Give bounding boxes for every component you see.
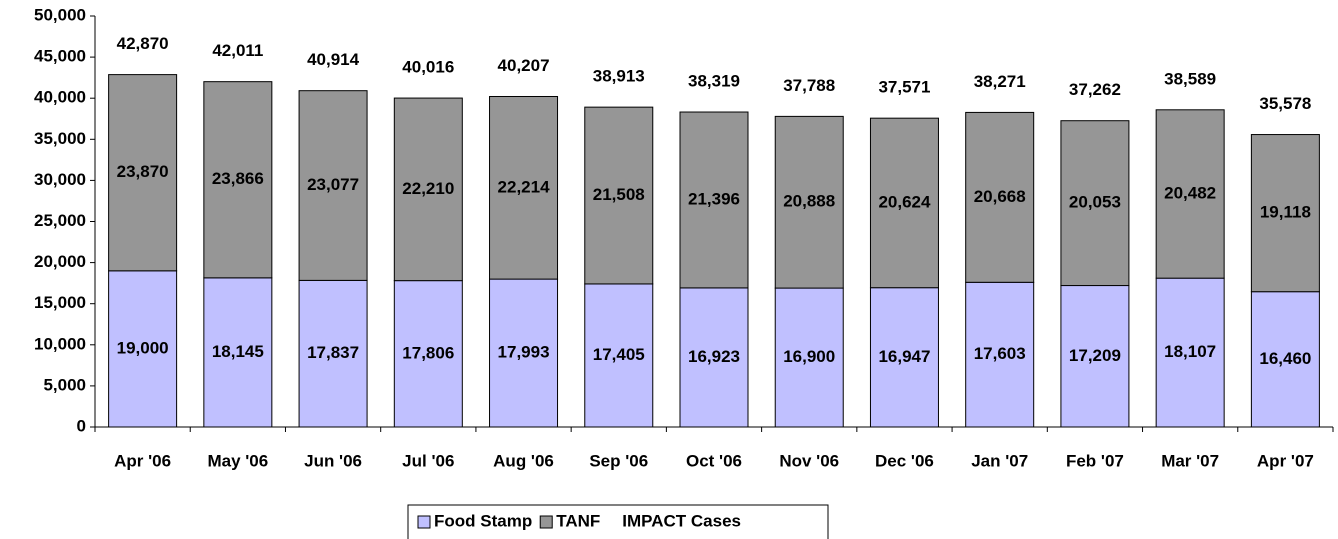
x-tick-label: Apr '07: [1257, 451, 1314, 470]
value-label: 19,000: [117, 338, 169, 357]
y-tick-label: 25,000: [34, 211, 86, 230]
x-tick-label: Dec '06: [875, 451, 934, 470]
x-tick-label: Jun '06: [304, 451, 362, 470]
value-label: 20,053: [1069, 193, 1121, 212]
x-tick-label: Apr '06: [114, 451, 171, 470]
y-tick-label: 10,000: [34, 334, 86, 353]
bar-segment: [108, 270, 178, 428]
x-tick-label: Feb '07: [1066, 451, 1124, 470]
value-label: 18,107: [1164, 342, 1216, 361]
y-tick-label: 35,000: [34, 129, 86, 148]
legend-box: [407, 504, 829, 539]
bar-segment: [298, 279, 368, 428]
value-label: 20,482: [1164, 183, 1216, 202]
x-tick-label: Jul '06: [402, 451, 454, 470]
y-tick-label: 20,000: [34, 252, 86, 271]
bar-segment: [108, 74, 178, 272]
value-label: 21,396: [688, 189, 740, 208]
value-label: 17,993: [498, 343, 550, 362]
bar-segment: [1155, 109, 1225, 279]
y-tick-label: 5,000: [43, 375, 86, 394]
value-label: 22,214: [498, 177, 551, 196]
bar-segment: [489, 278, 559, 428]
y-tick-label: 45,000: [34, 47, 86, 66]
bar-segment: [489, 95, 559, 280]
bar-segment: [965, 281, 1035, 428]
bar-segment: [965, 111, 1035, 283]
value-label: 20,668: [974, 187, 1026, 206]
value-label: 23,866: [212, 169, 264, 188]
value-label: 16,460: [1259, 349, 1311, 368]
bar-segment: [203, 81, 273, 279]
value-label: 19,118: [1260, 203, 1311, 222]
value-label: 23,077: [307, 175, 359, 194]
legend-swatch: [417, 515, 431, 529]
value-label: 21,508: [593, 185, 645, 204]
y-tick-label: 40,000: [34, 88, 86, 107]
value-label: 16,923: [688, 347, 740, 366]
total-label: 38,271: [974, 72, 1026, 91]
total-label: 40,016: [402, 58, 454, 77]
value-label: 20,888: [783, 192, 835, 211]
bar-segment: [584, 106, 654, 285]
bar-segment: [869, 287, 939, 428]
value-label: 17,603: [974, 344, 1026, 363]
legend-swatch: [539, 515, 553, 529]
x-tick-label: Nov '06: [779, 451, 839, 470]
total-label: 42,870: [117, 34, 169, 53]
total-label: 35,578: [1259, 94, 1311, 113]
legend-label: Food Stamp: [434, 511, 532, 530]
total-label: 40,207: [498, 56, 550, 75]
value-label: 17,806: [402, 343, 454, 362]
value-label: 23,870: [117, 162, 169, 181]
value-label: 17,837: [307, 343, 359, 362]
bar-segment: [869, 117, 939, 289]
total-label: 37,788: [783, 76, 835, 95]
bar-segment: [1060, 285, 1130, 428]
y-tick-label: 15,000: [34, 293, 86, 312]
total-label: 38,589: [1164, 69, 1216, 88]
bar-segment: [203, 277, 273, 428]
bar-segment: [679, 287, 749, 428]
legend-label: IMPACT Cases: [622, 511, 741, 530]
y-tick-label: 0: [77, 416, 86, 435]
x-tick-label: Aug '06: [493, 451, 554, 470]
value-label: 17,405: [593, 345, 645, 364]
total-label: 38,319: [688, 72, 740, 91]
x-tick-label: Oct '06: [686, 451, 742, 470]
value-label: 22,210: [402, 179, 454, 198]
value-label: 20,624: [878, 192, 931, 211]
bar-segment: [1250, 291, 1320, 428]
total-label: 38,913: [593, 67, 645, 86]
bar-segment: [774, 287, 844, 428]
bar-segment: [298, 90, 368, 281]
total-label: 37,571: [878, 78, 930, 97]
bar-segment: [393, 97, 463, 282]
x-tick-label: Jan '07: [971, 451, 1028, 470]
value-label: 16,947: [878, 347, 930, 366]
x-tick-label: Mar '07: [1161, 451, 1219, 470]
x-tick-label: Sep '06: [589, 451, 648, 470]
legend-label: TANF: [556, 511, 600, 530]
bar-segment: [1250, 134, 1320, 293]
bar-segment: [679, 111, 749, 289]
y-tick-label: 50,000: [34, 5, 86, 24]
bar-segment: [584, 283, 654, 428]
value-label: 16,900: [783, 347, 835, 366]
total-label: 40,914: [307, 50, 360, 69]
value-label: 18,145: [212, 342, 264, 361]
value-label: 17,209: [1069, 346, 1121, 365]
total-label: 42,011: [212, 41, 263, 60]
total-label: 37,262: [1069, 80, 1121, 99]
y-tick-label: 30,000: [34, 170, 86, 189]
x-tick-label: May '06: [207, 451, 268, 470]
bar-segment: [774, 115, 844, 289]
bar-segment: [1060, 120, 1130, 287]
bar-segment: [393, 280, 463, 428]
bar-segment: [1155, 277, 1225, 428]
